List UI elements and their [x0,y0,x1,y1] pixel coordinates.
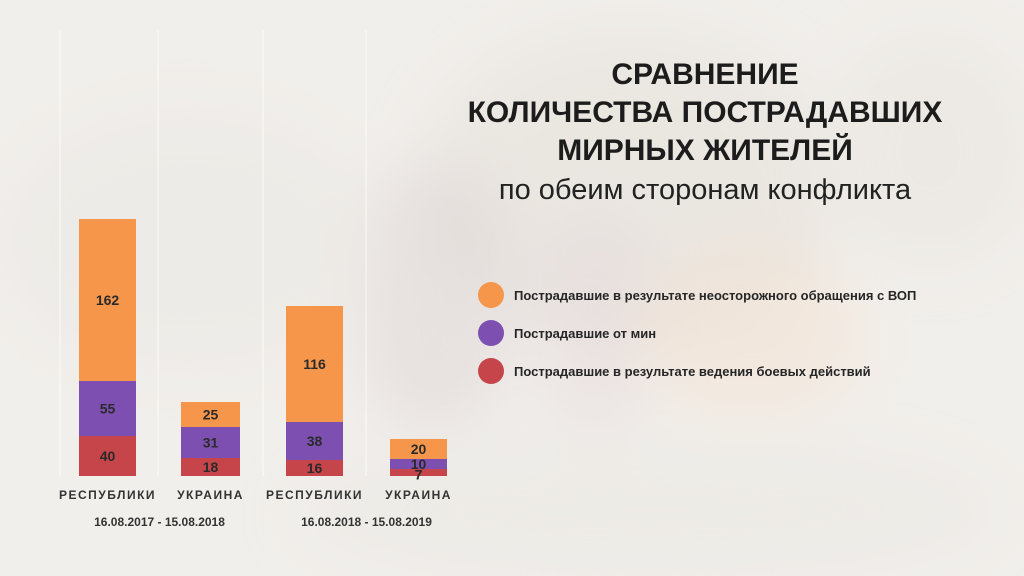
bar-segment [390,439,447,459]
legend-item: Пострадавшие в результате ведения боевых… [478,352,916,390]
legend: Пострадавшие в результате неосторожного … [478,276,916,390]
period-label: 16.08.2017 - 15.08.2018 [94,515,225,529]
bar-segment [181,427,240,458]
legend-label: Пострадавшие в результате неосторожного … [514,287,917,303]
data-label: 7 [415,467,423,483]
legend-item: Пострадавшие в результате неосторожного … [478,276,916,314]
data-label: 116 [303,356,326,372]
data-label: 25 [203,407,219,423]
data-label: 18 [203,459,219,475]
category-label: РЕСПУБЛИКИ [266,488,363,502]
bar-segment [390,469,447,476]
data-label: 20 [411,441,427,457]
data-label: 16 [307,460,323,476]
title-line-2: КОЛИЧЕСТВА ПОСТРАДАВШИХ [467,96,943,129]
bar-segment [79,436,136,476]
bar-segment [286,306,343,422]
period-label: 16.08.2018 - 15.08.2019 [301,515,432,529]
category-label: УКРАИНА [385,488,452,502]
legend-swatch-combat [478,358,504,384]
bar-segment [79,381,136,436]
data-label: 38 [307,433,323,449]
legend-item: Пострадавшие от мин [478,314,916,352]
title-line-3: МИРНЫХ ЖИТЕЛЕЙ [557,134,853,167]
bar-segment [390,459,447,469]
title-subtitle: по обеим сторонам конфликта [498,174,912,206]
legend-label: Пострадавшие в результате ведения боевых… [514,363,871,379]
bar-segment [181,402,240,427]
title-line-1: СРАВНЕНИЕ [611,58,799,91]
data-label: 162 [96,292,120,308]
bar-segment [79,219,136,381]
data-label: 55 [100,401,116,417]
data-label: 10 [411,456,427,472]
bar-segment [286,460,343,476]
bar-segment [181,458,240,476]
category-label: РЕСПУБЛИКИ [59,488,156,502]
legend-swatch-mines [478,320,504,346]
data-label: 40 [100,448,116,464]
category-label: УКРАИНА [177,488,244,502]
chart-title: СРАВНЕНИЕ КОЛИЧЕСТВА ПОСТРАДАВШИХ МИРНЫХ… [440,56,970,210]
legend-swatch-uxo [478,282,504,308]
legend-label: Пострадавшие от мин [514,325,657,341]
data-label: 31 [203,435,219,451]
bar-segment [286,422,343,460]
